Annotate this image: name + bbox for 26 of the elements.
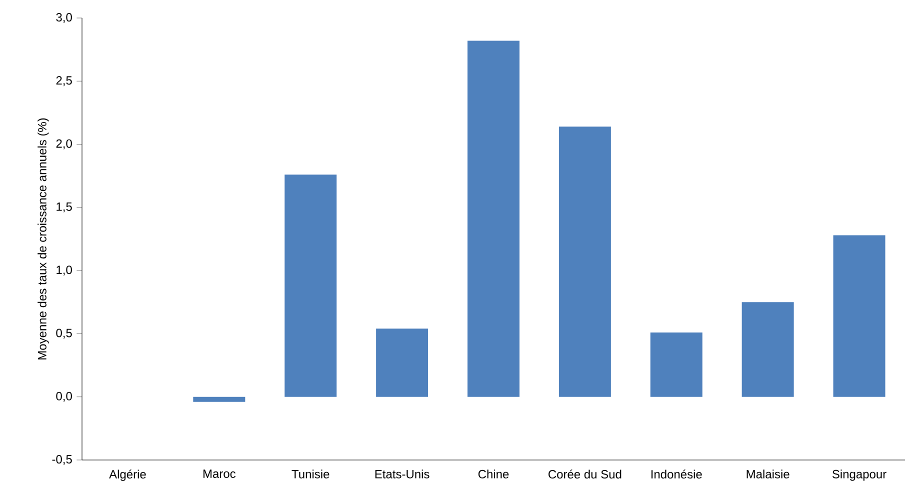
x-tick-label: Corée du Sud: [548, 470, 622, 479]
bar: [467, 40, 520, 397]
bar: [558, 126, 611, 397]
x-tick-label: Tunisie: [292, 470, 330, 478]
y-tick-label: 3,0: [56, 13, 72, 23]
bar: [193, 396, 246, 402]
x-tick-label: Algérie: [109, 470, 146, 481]
x-tick-label: Indonésie: [651, 470, 702, 479]
y-axis-title: Moyenne des taux de croissance annuels (%): [38, 118, 49, 360]
y-tick-label: 2,5: [56, 76, 72, 86]
bar: [650, 332, 702, 397]
x-tick-label: Etats-Unis: [375, 470, 430, 478]
bar: [284, 174, 337, 397]
y-tick-label: 2,0: [56, 139, 72, 150]
y-tick-label: 1,0: [56, 266, 72, 276]
y-tick-label: 0,5: [56, 328, 72, 339]
x-tick-label: Malaisie: [746, 470, 790, 478]
x-tick-label: Maroc: [203, 470, 236, 478]
x-tick-label: Chine: [478, 470, 509, 478]
y-tick-label: -0,5: [52, 455, 72, 465]
x-tick-label: Singapour: [832, 470, 886, 481]
bar: [376, 328, 428, 397]
bar: [833, 235, 886, 397]
bar: [742, 302, 794, 397]
y-tick-label: 1,5: [56, 202, 72, 212]
y-tick-label: 0,0: [56, 392, 72, 402]
